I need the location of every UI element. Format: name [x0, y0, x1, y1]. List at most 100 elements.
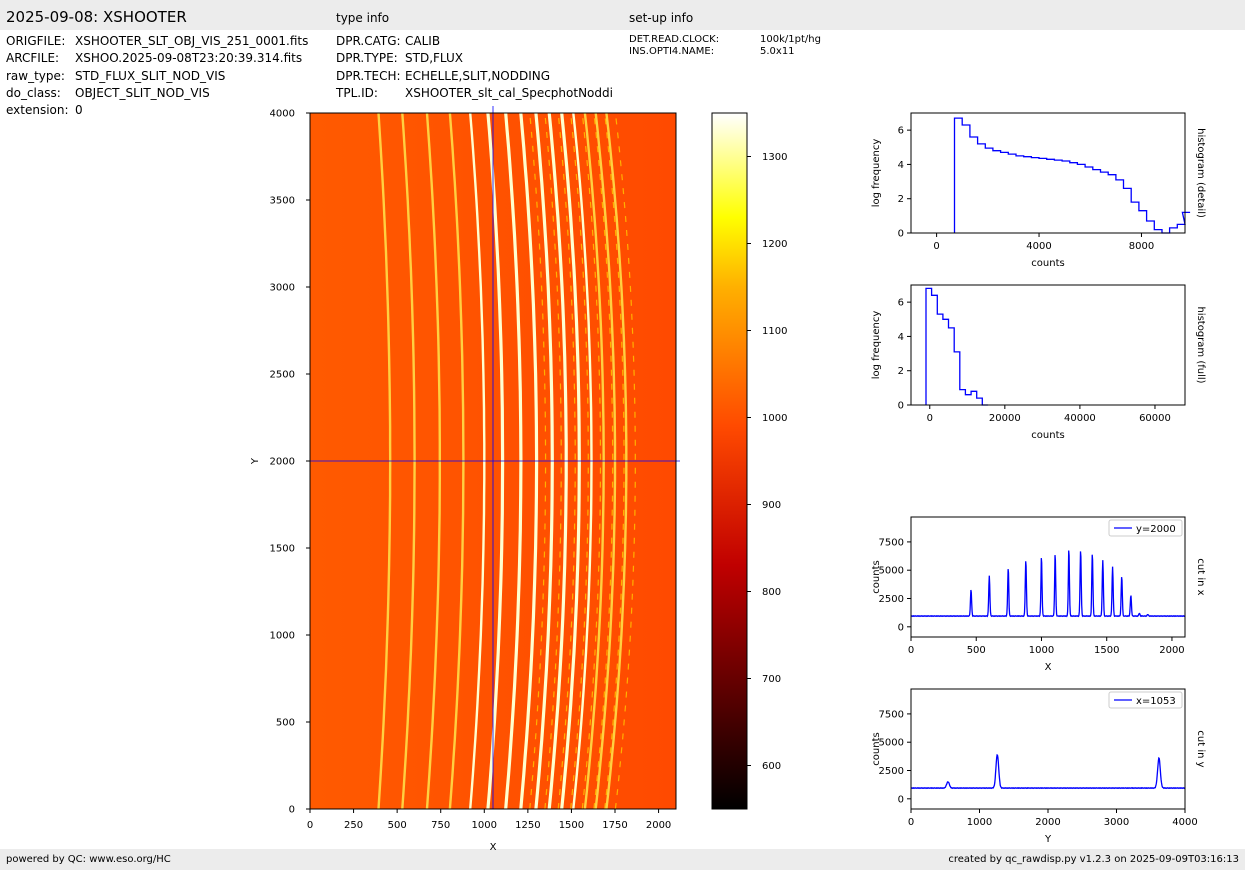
side-plot-x-tick-label: 8000	[1129, 241, 1154, 252]
order-trace-secondary	[529, 113, 547, 809]
image-x-axis-label: X	[490, 842, 497, 853]
side-plot-x-axis-label: X	[1045, 662, 1052, 673]
footer-right: created by qc_rawdisp.py v1.2.3 on 2025-…	[948, 854, 1239, 865]
type-info-value-tpl: XSHOOTER_slt_cal_SpecphotNoddi	[405, 86, 613, 100]
image-y-tick-label: 2500	[270, 370, 295, 381]
setup-info-key-read-clock: DET.READ.CLOCK:	[629, 34, 720, 45]
side-plot-y-tick-label: 4	[898, 160, 904, 171]
colorbar-tick-label: 700	[762, 674, 781, 685]
file-info-key-extension: extension:	[6, 103, 69, 117]
image-x-tick-label: 2000	[646, 820, 671, 831]
colorbar-tick-label: 800	[762, 587, 781, 598]
side-plot-x-tick-label: 500	[967, 645, 986, 656]
order-trace-secondary	[604, 113, 625, 809]
side-plot-x-tick-label: 40000	[1064, 413, 1096, 424]
side-plot-series-line	[910, 753, 1186, 790]
image-x-tick-label: 1750	[602, 820, 627, 831]
type-info-value-type: STD,FLUX	[405, 51, 463, 65]
file-info-value-do-class: OBJECT_SLIT_NOD_VIS	[75, 86, 210, 100]
footer-left: powered by QC: www.eso.org/HC	[6, 854, 171, 865]
image-x-tick-label: 1000	[472, 820, 497, 831]
side-plot-frame	[910, 284, 1186, 406]
side-plot-y-tick-label: 0	[898, 622, 904, 633]
image-y-tick-label: 500	[276, 718, 295, 729]
setup-info-value-read-clock: 100k/1pt/hg	[760, 34, 821, 45]
side-plot-x-tick-label: 2000	[1159, 645, 1184, 656]
image-x-tick-label: 1500	[559, 820, 584, 831]
side-plot-y-tick-label: 2500	[879, 766, 904, 777]
side-plot-x-axis-label: counts	[1031, 430, 1064, 441]
order-trace-secondary	[614, 113, 636, 809]
legend-box	[1108, 691, 1183, 709]
setup-info-value-opti4: 5.0x11	[760, 46, 795, 57]
file-info-value-origfile: XSHOOTER_SLT_OBJ_VIS_251_0001.fits	[75, 34, 309, 48]
image-y-tick-label: 4000	[270, 109, 295, 120]
file-info-key-do-class: do_class:	[6, 86, 61, 100]
side-plot-y-tick-label: 0	[898, 229, 904, 240]
side-plot-y-tick-label: 2500	[879, 594, 904, 605]
type-info-key-catg: DPR.CATG:	[336, 34, 401, 48]
type-info-value-catg: CALIB	[405, 34, 441, 48]
image-x-tick-label: 1250	[515, 820, 540, 831]
side-plot-x-tick-label: 1500	[1094, 645, 1119, 656]
order-trace-secondary	[593, 113, 614, 809]
side-plot-x-tick-label: 4000	[1026, 241, 1051, 252]
type-info-key-tpl: TPL.ID:	[336, 86, 378, 100]
side-plot-x-tick-label: 0	[927, 413, 933, 424]
side-plot-y-tick-label: 6	[898, 126, 904, 137]
side-plot-x-tick-label: 4000	[1172, 817, 1197, 828]
image-y-tick-label: 3500	[270, 196, 295, 207]
type-info-key-tech: DPR.TECH:	[336, 69, 401, 83]
side-plot-frame	[910, 516, 1186, 638]
header-bar	[0, 0, 1245, 30]
colorbar-gradient	[711, 112, 748, 810]
side-plot-y-axis-label: log frequency	[871, 139, 882, 208]
side-plot-y-tick-label: 6	[898, 298, 904, 309]
raw-image-plot: 0 250 500 750 1000 1250 1500 1750 2000 0 500 1000 15…	[250, 106, 680, 853]
legend-label: x=1053	[1136, 696, 1176, 707]
side-plot-x-tick-label: 1000	[967, 817, 992, 828]
side-plot-y-tick-label: 7500	[879, 709, 904, 720]
side-plot-x-tick-label: 0	[908, 645, 914, 656]
side-plot-x-tick-label: 0	[933, 241, 939, 252]
file-info-value-extension: 0	[75, 103, 83, 117]
side-plot-series-line	[953, 117, 1191, 234]
colorbar-tick-label: 1100	[762, 326, 787, 337]
image-y-tick-label: 0	[289, 805, 295, 816]
type-info-key-type: DPR.TYPE:	[336, 51, 398, 65]
colorbar-tick-label: 1200	[762, 239, 787, 250]
image-x-tick-label: 750	[431, 820, 450, 831]
page-title: 2025-09-08: XSHOOTER	[6, 8, 187, 26]
setup-info-key-opti4: INS.OPTI4.NAME:	[629, 46, 715, 57]
side-plot-y-axis-label: log frequency	[871, 311, 882, 380]
side-plot-x-tick-label: 0	[908, 817, 914, 828]
image-y-tick-label: 3000	[270, 283, 295, 294]
side-plot-x-axis-label: counts	[1031, 258, 1064, 269]
image-x-tick-label: 500	[388, 820, 407, 831]
file-info-key-arcfile: ARCFILE:	[6, 51, 60, 65]
image-y-tick-label: 1500	[270, 544, 295, 555]
side-plot-y-tick-label: 7500	[879, 537, 904, 548]
setup-info-heading: set-up info	[629, 11, 694, 25]
file-info-value-raw-type: STD_FLUX_SLIT_NOD_VIS	[75, 69, 226, 83]
footer-bar	[0, 849, 1245, 870]
side-plot-y-axis-label: counts	[871, 732, 882, 765]
side-plot-y-tick-label: 0	[898, 794, 904, 805]
legend-label: y=2000	[1136, 524, 1176, 535]
side-plot-side-label: histogram (full)	[1195, 306, 1206, 383]
side-plot-y-tick-label: 4	[898, 332, 904, 343]
colorbar-tick-label: 900	[762, 500, 781, 511]
colorbar-tick-label: 1000	[762, 413, 787, 424]
order-trace-secondary	[557, 113, 576, 809]
image-y-axis-label: Y	[250, 457, 261, 465]
side-plot-x-axis-label: Y	[1044, 834, 1052, 845]
side-plot-y-tick-label: 2	[898, 366, 904, 377]
file-info-key-raw-type: raw_type:	[6, 69, 65, 83]
side-plot-frame	[910, 112, 1186, 234]
side-plot-x-tick-label: 60000	[1139, 413, 1171, 424]
side-plot-series-line	[925, 287, 988, 406]
side-plot-series-line	[910, 550, 1186, 618]
side-plot-2: 0 20000 40000 60000 0 2 4 6 counts log frequency h…	[871, 284, 1206, 441]
